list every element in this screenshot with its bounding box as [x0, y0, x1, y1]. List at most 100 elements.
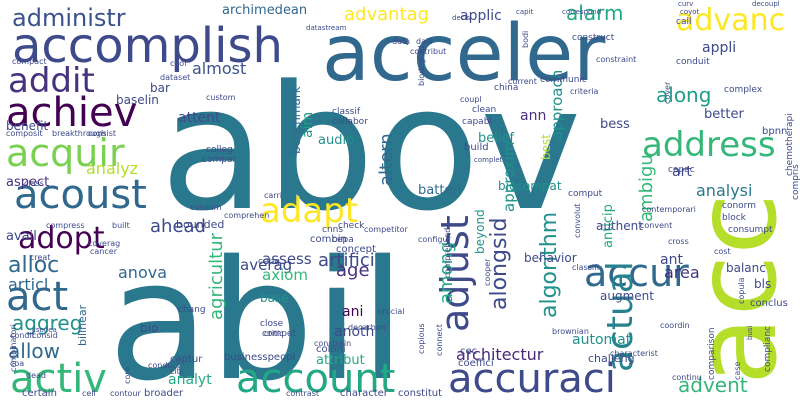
- cloud-word: built: [112, 221, 130, 230]
- cloud-word: chemotherapi: [785, 113, 795, 176]
- cloud-word: conduit: [676, 57, 710, 67]
- cloud-word: benchmark: [289, 86, 303, 154]
- cloud-word: approxim: [500, 142, 518, 212]
- cloud-word: colleg: [206, 145, 233, 155]
- cloud-word: advantag: [344, 4, 429, 25]
- cloud-word: address: [642, 125, 776, 165]
- cloud-word: anova: [118, 263, 167, 282]
- cloud-word: avail: [6, 229, 37, 244]
- cloud-word: belief: [478, 131, 514, 146]
- cloud-word: agricultur: [206, 232, 227, 320]
- cloud-word: curv: [678, 0, 693, 8]
- cloud-word: attent: [178, 110, 221, 126]
- cloud-word: activ: [10, 356, 107, 400]
- cloud-word: condit: [10, 331, 35, 340]
- cloud-word: contemporari: [642, 205, 696, 214]
- cloud-word: audio: [318, 133, 354, 148]
- cloud-word: consum: [190, 203, 222, 212]
- cloud-word: custom: [206, 93, 236, 102]
- cloud-word: cepg: [258, 257, 280, 267]
- cloud-word: brownian: [552, 327, 589, 336]
- cloud-word: anoth: [334, 324, 374, 340]
- cloud-word: assess: [262, 250, 312, 268]
- cloud-word: composit: [6, 129, 43, 138]
- cloud-word: almost: [192, 59, 246, 78]
- cloud-word: businesspeopl: [224, 352, 295, 363]
- cloud-word: capac: [668, 165, 695, 175]
- cloud-word: best: [539, 134, 553, 160]
- cloud-word: connect: [435, 324, 444, 356]
- cloud-word: abov: [160, 48, 582, 249]
- cloud-word: complianc: [763, 326, 773, 372]
- cloud-word: current: [508, 77, 537, 86]
- cloud-word: decoupl: [752, 0, 780, 8]
- cloud-word: close: [260, 319, 284, 329]
- cloud-word: adopt: [18, 221, 105, 256]
- cloud-word: contour: [110, 389, 141, 398]
- cloud-word: balanc: [726, 261, 766, 275]
- cloud-word: cross: [668, 237, 689, 246]
- cloud-word: dataset: [160, 73, 190, 82]
- cloud-word: breakthrough: [52, 129, 106, 138]
- cloud-word: art: [672, 164, 692, 180]
- cloud-word: decis: [452, 14, 471, 22]
- cloud-word: convolut: [573, 204, 582, 238]
- cloud-word: classifi: [572, 263, 599, 272]
- cloud-word: broader: [144, 388, 184, 399]
- cloud-word: character: [340, 388, 389, 399]
- cloud-word: ambigu: [636, 154, 657, 222]
- cloud-word: applic: [460, 8, 502, 24]
- cloud-word: conorm: [722, 201, 756, 211]
- cloud-word: continu: [672, 373, 702, 382]
- cloud-word: alongsid: [487, 217, 512, 310]
- cloud-word: crucial: [378, 307, 405, 316]
- cloud-word: account: [236, 356, 395, 400]
- cloud-word: call: [676, 17, 691, 27]
- cloud-word: age: [336, 260, 370, 281]
- cloud-word: constrain: [314, 339, 351, 348]
- cloud-word: collabor: [332, 117, 368, 127]
- cloud-word: ani: [342, 304, 363, 320]
- cloud-word: bio: [140, 321, 158, 335]
- cloud-word: critic: [264, 329, 284, 338]
- cloud-word: dead: [26, 371, 46, 380]
- cloud-word: conduct: [148, 361, 180, 370]
- cloud-word: cover: [663, 81, 672, 104]
- cloud-word: appli: [702, 40, 736, 56]
- cloud-word: beyond: [473, 209, 487, 254]
- cloud-word: compris: [791, 164, 800, 200]
- cloud-word: actual: [600, 261, 641, 372]
- cloud-word: biocompat: [498, 179, 562, 193]
- cloud-word: cool: [170, 59, 186, 68]
- cloud-word: coupl: [460, 95, 482, 104]
- cloud-word: bpnn: [762, 126, 787, 137]
- cloud-word: copious: [417, 323, 426, 354]
- cloud-word: advanc: [676, 3, 785, 38]
- cloud-word: datastream: [306, 24, 346, 32]
- cloud-word: advent: [678, 373, 748, 397]
- cloud-word: aggreg: [12, 311, 82, 335]
- cloud-word: bar: [150, 81, 170, 95]
- cloud-word: averag: [240, 256, 292, 274]
- cloud-word: articl: [8, 275, 48, 294]
- cloud-word: comprehend: [443, 228, 452, 278]
- cloud-word: adapt: [260, 191, 358, 231]
- cloud-word: archimedean: [222, 3, 307, 18]
- cloud-word: compet: [262, 329, 296, 339]
- cloud-word: block: [722, 213, 747, 223]
- cloud-word: acoust: [14, 172, 147, 218]
- cloud-word: benefit: [6, 119, 49, 133]
- cloud-word: aim: [300, 112, 316, 138]
- cloud-word: class: [24, 179, 44, 188]
- cloud-word: cepa: [332, 235, 354, 245]
- cloud-word: convent: [640, 221, 672, 230]
- cloud-word: copula: [737, 277, 746, 304]
- cloud-word: coloni: [316, 344, 346, 355]
- cloud-word: anticip: [601, 204, 616, 248]
- cloud-word: administr: [12, 4, 126, 32]
- cloud-word: accuraci: [448, 356, 616, 400]
- cloud-word: coordin: [660, 321, 690, 330]
- cloud-word: alloc: [8, 253, 59, 278]
- cloud-word: comprehen: [224, 211, 269, 220]
- cloud-word: constitut: [398, 388, 442, 399]
